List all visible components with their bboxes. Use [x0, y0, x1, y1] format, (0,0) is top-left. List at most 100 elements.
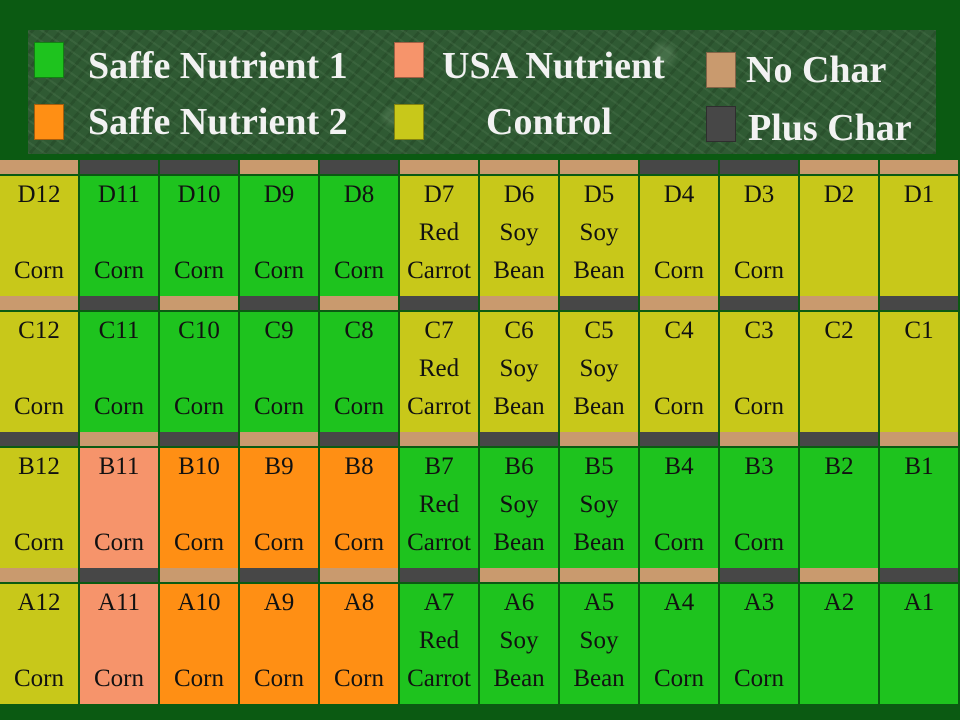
crop-label: Bean — [573, 665, 625, 692]
crop-label: Corn — [254, 257, 304, 284]
plot-cell-a7: A7 Red Carrot — [400, 584, 478, 704]
crop-label: Corn — [174, 529, 224, 556]
plot-id: D3 — [743, 181, 775, 208]
char-strip — [400, 432, 478, 446]
crop-label — [80, 486, 158, 524]
plot-id: D6 — [503, 181, 535, 208]
crop-label — [800, 214, 878, 252]
crop-label — [800, 660, 878, 698]
crop-label: Corn — [94, 393, 144, 420]
control-swatch — [394, 104, 424, 140]
plot-cell-d1: D1 — [880, 176, 958, 296]
crop-label — [320, 622, 398, 660]
crop-label: Corn — [734, 529, 784, 556]
crop-label — [720, 486, 798, 524]
crop-label — [160, 486, 238, 524]
crop-label: Corn — [94, 529, 144, 556]
char-strip — [480, 568, 558, 582]
plot-cell-a1: A1 — [880, 584, 958, 704]
char-strip — [400, 568, 478, 582]
plot-id: B3 — [744, 453, 774, 480]
crop-label — [240, 622, 318, 660]
saffe2-swatch — [34, 104, 64, 140]
crop-label: Corn — [734, 257, 784, 284]
crop-label: Carrot — [407, 257, 471, 284]
char-strip — [800, 432, 878, 446]
char-strip — [720, 568, 798, 582]
usa-label: USA Nutrient — [442, 45, 665, 87]
crop-label — [800, 524, 878, 562]
plot-cell-a5: A5 Soy Bean — [560, 584, 638, 704]
plot-id: B12 — [18, 453, 60, 480]
plot-id: B7 — [424, 453, 454, 480]
plot-id: C6 — [504, 317, 534, 344]
char-strip — [720, 160, 798, 174]
no-char-label: No Char — [746, 49, 887, 91]
crop-label: Carrot — [407, 393, 471, 420]
plot-cell-c9: C9 Corn — [240, 312, 318, 432]
char-strip — [640, 432, 718, 446]
crop-label — [80, 622, 158, 660]
crop-label — [240, 486, 318, 524]
crop-label: Corn — [94, 665, 144, 692]
char-strip — [560, 568, 638, 582]
plus-char-label: Plus Char — [748, 107, 912, 149]
crop-label — [160, 350, 238, 388]
plot-cell-d9: D9 Corn — [240, 176, 318, 296]
crop-label: Corn — [334, 257, 384, 284]
plot-id: D2 — [823, 181, 855, 208]
plot-id: C1 — [904, 317, 934, 344]
plot-id: B9 — [264, 453, 294, 480]
char-strip — [640, 296, 718, 310]
plot-cell-b3: B3 Corn — [720, 448, 798, 568]
plot-cell-c3: C3 Corn — [720, 312, 798, 432]
plot-id: D8 — [343, 181, 375, 208]
plot-id: C5 — [584, 317, 614, 344]
plot-cell-d8: D8 Corn — [320, 176, 398, 296]
char-strip — [0, 296, 78, 310]
plot-cell-a3: A3 Corn — [720, 584, 798, 704]
char-strip — [480, 160, 558, 174]
plot-cell-c10: C10 Corn — [160, 312, 238, 432]
crop-label — [800, 350, 878, 388]
crop-label: Corn — [734, 393, 784, 420]
char-strip — [880, 160, 958, 174]
plot-cell-d11: D11 Corn — [80, 176, 158, 296]
crop-label — [880, 660, 958, 698]
char-strip — [160, 568, 238, 582]
plot-cell-b9: B9 Corn — [240, 448, 318, 568]
plot-id: A6 — [503, 589, 535, 616]
plot-id: B11 — [98, 453, 140, 480]
char-strip — [0, 160, 78, 174]
plot-cell-b5: B5 Soy Bean — [560, 448, 638, 568]
plot-id: D5 — [583, 181, 615, 208]
char-strip — [720, 296, 798, 310]
plot-cell-c7: C7 Red Carrot — [400, 312, 478, 432]
crop-label: Bean — [493, 665, 545, 692]
plot-id: B1 — [904, 453, 934, 480]
plot-row-c: C12 Corn C11 Corn C10 Corn C9 Corn C8 Corn C7 Red Ca… — [0, 296, 960, 432]
char-strip — [800, 160, 878, 174]
crop-label: Soy — [579, 627, 619, 654]
control-label: Control — [486, 101, 612, 143]
crop-label — [640, 622, 718, 660]
plot-id: D1 — [903, 181, 935, 208]
char-strip — [400, 296, 478, 310]
char-strip — [640, 568, 718, 582]
crop-label — [160, 622, 238, 660]
crop-label — [720, 350, 798, 388]
plot-id: B10 — [178, 453, 220, 480]
crop-label — [320, 350, 398, 388]
char-strip — [800, 568, 878, 582]
plot-id: C3 — [744, 317, 774, 344]
crop-label: Corn — [734, 665, 784, 692]
char-strip — [800, 296, 878, 310]
crop-label — [160, 214, 238, 252]
crop-label: Soy — [499, 219, 539, 246]
crop-label: Corn — [174, 393, 224, 420]
plot-cell-b8: B8 Corn — [320, 448, 398, 568]
char-strip — [640, 160, 718, 174]
plot-id: B6 — [504, 453, 534, 480]
crop-label: Corn — [14, 529, 64, 556]
crop-label — [880, 350, 958, 388]
